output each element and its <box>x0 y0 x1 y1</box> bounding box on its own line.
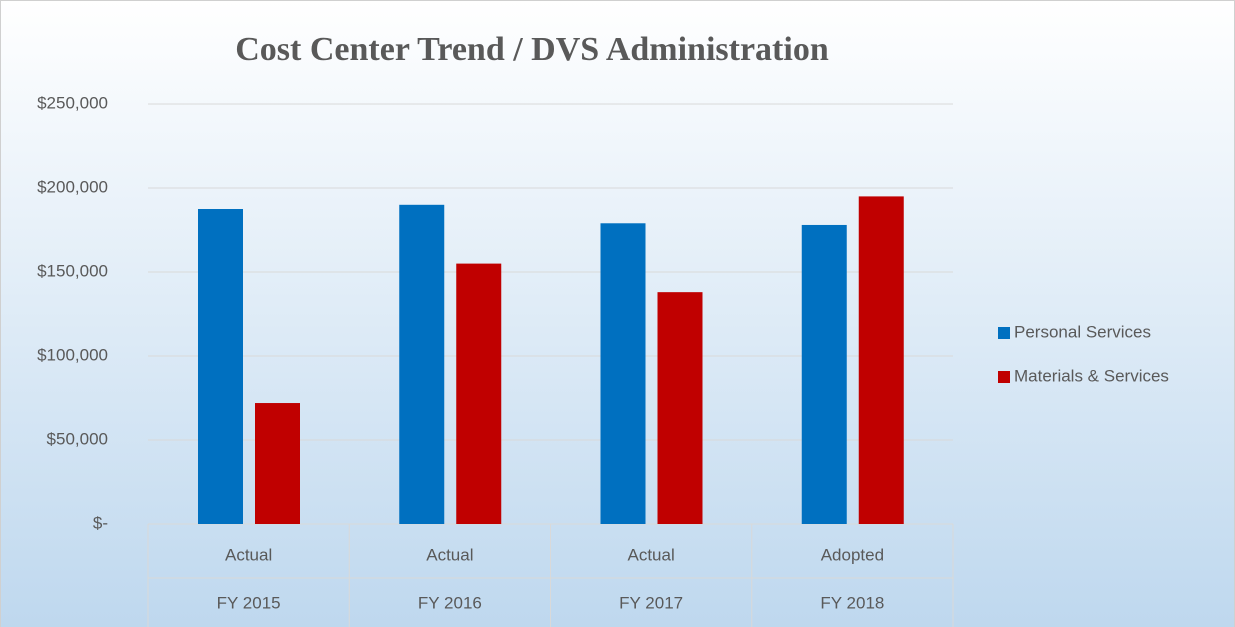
bar <box>657 292 703 524</box>
bar <box>600 223 646 524</box>
bar <box>456 263 502 524</box>
x-group-label: FY 2017 <box>619 593 683 612</box>
bar <box>858 196 904 524</box>
y-tick-label: $50,000 <box>47 429 108 448</box>
bar <box>399 204 445 525</box>
bar <box>255 403 300 524</box>
x-group-label: FY 2015 <box>217 593 281 612</box>
y-tick-label: $- <box>93 513 108 532</box>
y-tick-label: $100,000 <box>37 345 108 364</box>
x-tick-label: Actual <box>225 545 272 564</box>
legend-label: Materials & Services <box>1014 366 1169 385</box>
y-tick-label: $250,000 <box>37 93 108 112</box>
legend-label: Personal Services <box>1014 322 1151 341</box>
x-tick-label: Adopted <box>821 545 884 564</box>
x-tick-label: Actual <box>426 545 473 564</box>
x-group-label: FY 2016 <box>418 593 482 612</box>
legend-swatch <box>998 371 1010 383</box>
chart-title: Cost Center Trend / DVS Administration <box>235 31 829 68</box>
legend-swatch <box>998 327 1010 339</box>
bar <box>198 209 243 524</box>
y-tick-label: $150,000 <box>37 261 108 280</box>
y-tick-label: $200,000 <box>37 177 108 196</box>
bar <box>801 224 847 524</box>
x-tick-label: Actual <box>628 545 675 564</box>
x-group-label: FY 2018 <box>820 593 884 612</box>
